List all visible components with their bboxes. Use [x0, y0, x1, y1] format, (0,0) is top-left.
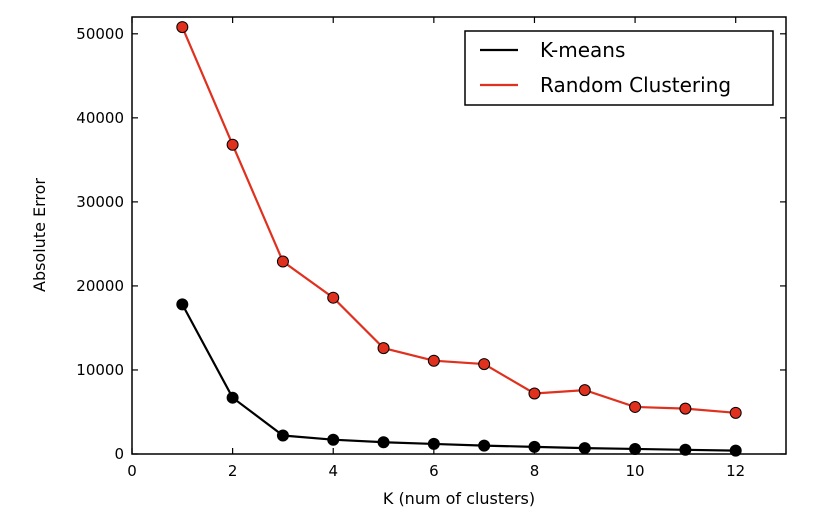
y-tick-label: 40000 [76, 109, 124, 127]
y-tick-label: 0 [114, 445, 124, 463]
legend-label-0: K-means [540, 38, 625, 62]
data-point-1 [679, 402, 692, 415]
data-point-1 [327, 291, 340, 304]
data-point-0 [679, 443, 692, 456]
plot-area-frame [131, 16, 787, 455]
x-tick-label: 12 [726, 462, 745, 480]
x-tick-label: 8 [530, 462, 540, 480]
y-tick-label: 20000 [76, 277, 124, 295]
data-point-1 [377, 342, 390, 355]
data-point-1 [478, 358, 491, 371]
data-point-1 [226, 138, 239, 151]
data-point-0 [427, 437, 440, 450]
y-tick-label: 10000 [76, 361, 124, 379]
x-axis: 0 2 4 6 8 10 12 [127, 17, 745, 480]
y-tick-label: 30000 [76, 193, 124, 211]
data-point-1 [176, 21, 189, 34]
data-point-0 [327, 433, 340, 446]
data-point-0 [176, 298, 189, 311]
legend-label-1: Random Clustering [540, 73, 731, 97]
x-tick-label: 2 [228, 462, 238, 480]
legend: K-means Random Clustering [464, 30, 774, 106]
data-point-1 [427, 354, 440, 367]
y-axis-title: Absolute Error [30, 178, 49, 292]
series-line-1 [181, 26, 736, 414]
y-axis: 0 10000 20000 30000 40000 50000 [76, 25, 786, 463]
data-point-0 [478, 439, 491, 452]
series-line-0 [181, 303, 736, 452]
data-point-1 [629, 400, 642, 413]
data-point-0 [226, 391, 239, 404]
x-tick-label: 10 [626, 462, 645, 480]
x-tick-label: 0 [127, 462, 137, 480]
data-point-1 [276, 255, 289, 268]
data-point-1 [528, 387, 541, 400]
legend-box [464, 30, 774, 106]
y-tick-label: 50000 [76, 25, 124, 43]
data-point-1 [578, 384, 591, 397]
data-point-0 [377, 436, 390, 449]
data-point-0 [578, 442, 591, 455]
data-point-0 [276, 429, 289, 442]
x-tick-label: 6 [429, 462, 439, 480]
data-point-1 [729, 406, 742, 419]
x-tick-label: 4 [328, 462, 338, 480]
x-axis-title: K (num of clusters) [383, 489, 535, 508]
series-layer [176, 21, 742, 457]
